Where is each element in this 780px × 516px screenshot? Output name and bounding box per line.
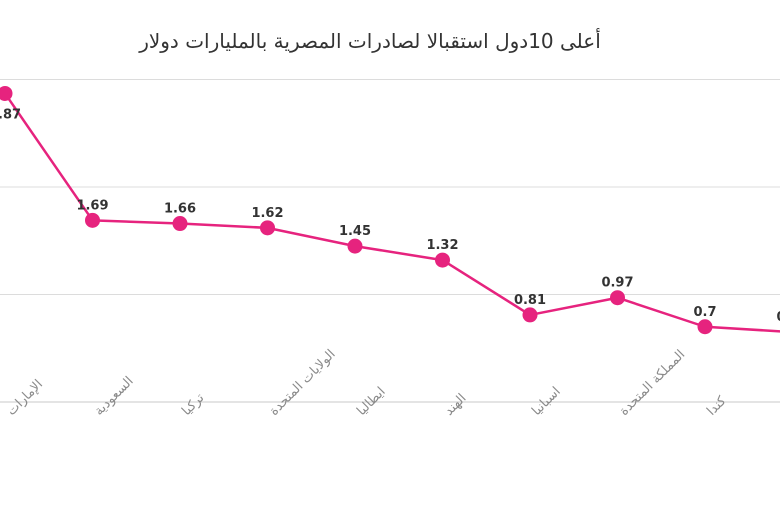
data-point bbox=[610, 290, 625, 306]
data-label: 1.66 bbox=[164, 202, 196, 217]
data-point bbox=[85, 212, 100, 228]
data-label: 1.69 bbox=[76, 198, 108, 213]
data-label: 1.32 bbox=[426, 238, 458, 253]
chart-title: أعلى 10دول استقبالا لصادرات المصرية بالم… bbox=[138, 28, 601, 53]
data-labels: 2.87 1.69 1.66 1.62 1.45 1.32 0.81 0.97 0.7 0.65 bbox=[0, 107, 780, 325]
x-tick-label: المملكة المتحدة bbox=[617, 347, 689, 419]
x-tick-label: الولايات المتحدة bbox=[267, 347, 339, 419]
data-point bbox=[435, 252, 450, 268]
data-point bbox=[172, 216, 188, 232]
data-point bbox=[522, 307, 538, 323]
series-line bbox=[3, 92, 780, 333]
data-label: 0.97 bbox=[601, 276, 633, 291]
x-tick-label: السعودية bbox=[92, 374, 137, 419]
series-polyline bbox=[3, 92, 780, 333]
data-label: 2.87 bbox=[0, 107, 21, 122]
data-point bbox=[697, 319, 713, 335]
data-label: 1.45 bbox=[339, 224, 371, 239]
x-tick-label: كندا bbox=[704, 393, 730, 419]
x-tick-label: الهند bbox=[442, 391, 470, 419]
data-point bbox=[347, 238, 363, 254]
data-point bbox=[0, 85, 13, 101]
x-tick-label: تركيا bbox=[179, 390, 207, 418]
data-point bbox=[260, 220, 275, 236]
x-tick-label: الإمارات bbox=[4, 377, 46, 419]
x-tick-labels: الإمارات السعودية تركيا الولايات المتحدة ايط… bbox=[4, 347, 730, 419]
data-points bbox=[0, 85, 713, 335]
data-label: 0.7 bbox=[693, 305, 716, 320]
data-label: 1.62 bbox=[251, 206, 283, 221]
data-label: 0.81 bbox=[514, 293, 546, 308]
data-label: 0.65 bbox=[776, 310, 780, 325]
grid bbox=[0, 79, 780, 403]
